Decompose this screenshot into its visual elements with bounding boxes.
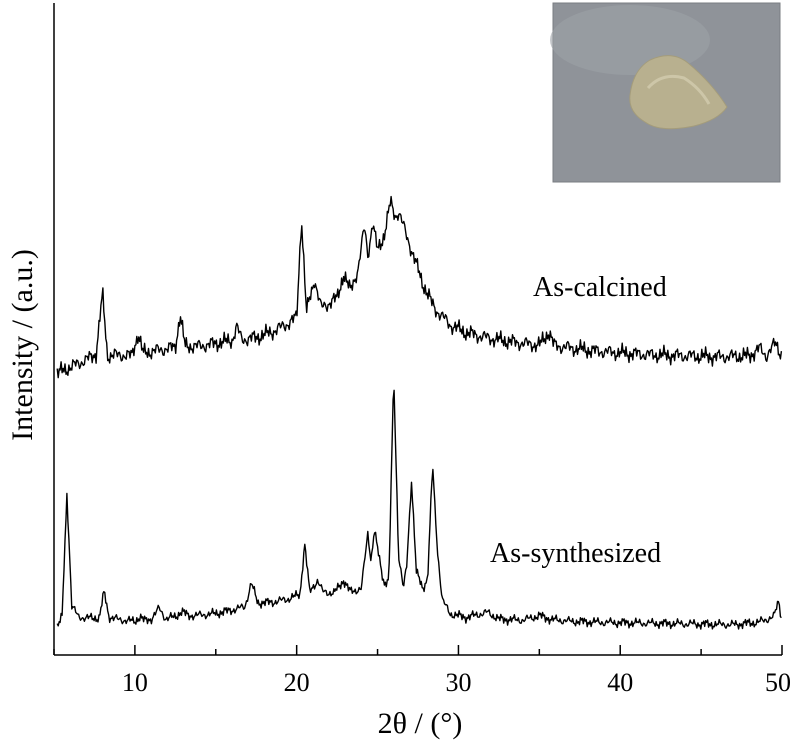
inset-border [552,2,781,183]
powder-sample [629,55,728,130]
x-tick-labels: 10 20 30 40 50 [122,668,791,697]
y-axis-title: Intensity / (a.u.) [6,249,39,441]
series-label-as-calcined: As-calcined [533,272,667,303]
series-line-as-synthesized [56,389,782,630]
x-tick-label-20: 20 [284,668,310,697]
series-lines [56,195,783,630]
series-line-as-calcined [56,195,783,379]
x-axis-title: 2θ / (°) [378,707,463,740]
series-label-as-synthesized: As-synthesized [490,538,661,569]
powder-highlight [646,74,711,105]
x-tick-label-40: 40 [607,668,633,697]
plot-frame [53,3,782,656]
x-tick-label-10: 10 [122,668,148,697]
x-tick-label-50: 50 [765,668,791,697]
sample-photo-inset [550,2,781,183]
x-tick-label-30: 30 [445,668,471,697]
x-ticks [53,645,783,655]
